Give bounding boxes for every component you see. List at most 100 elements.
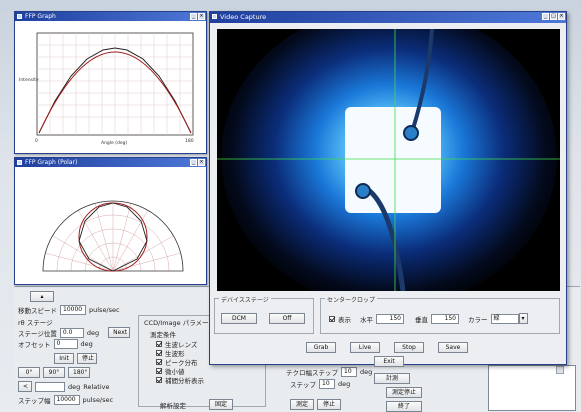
angle-90-button[interactable]: 90° — [43, 367, 65, 378]
horizontal-label: 水平 — [360, 315, 373, 324]
range-input[interactable]: 10 — [341, 367, 357, 377]
center-display-check[interactable] — [329, 315, 335, 322]
capture-controls: デバイスステージ DCM Off センタークロップ 表示 水平 150 垂直 1… — [210, 294, 566, 367]
stage-pos-label: ステージ位置 — [18, 329, 57, 338]
maximize-icon[interactable]: □ — [550, 13, 557, 20]
minimize-icon[interactable]: _ — [190, 13, 197, 20]
move-input[interactable] — [35, 381, 65, 392]
move-unit: deg — [68, 382, 81, 391]
measure-group-label: 測定条件 — [150, 331, 176, 339]
color-select[interactable]: 緑 — [490, 313, 519, 324]
center-crop-group: センタークロップ 表示 水平 150 垂直 150 カラー 緑 ▾ — [320, 295, 560, 334]
check-wave-label: 生波形 — [165, 350, 185, 358]
stage-pos-unit: deg — [86, 328, 100, 337]
speed-input[interactable]: 10000 — [60, 305, 86, 315]
step2-label: ステップ — [290, 381, 316, 389]
window-icon — [17, 160, 22, 165]
ccd-group-label: CCD/Image パラメータ — [144, 319, 216, 327]
ffp-grid — [37, 33, 193, 135]
check-wave[interactable] — [156, 350, 162, 356]
ffp-graph-window: FFP Graph _ × Intensity Angle (deg) 0 180 — [14, 11, 207, 154]
device-stage-label: デバイスステージ — [219, 295, 271, 304]
close-icon[interactable]: × — [198, 13, 205, 20]
side-button-2[interactable]: 測定停止 — [386, 387, 422, 398]
stop-button[interactable]: 停止 — [77, 353, 97, 364]
step2-unit: deg — [338, 380, 351, 388]
live-button[interactable]: Live — [350, 342, 380, 353]
move-hint: Relative — [83, 382, 110, 391]
window-icon — [17, 14, 22, 19]
main-title: Video Capture — [220, 13, 267, 21]
measure-button[interactable]: 測定 — [290, 399, 314, 410]
step2-input[interactable]: 10 — [319, 379, 335, 389]
polar-plot — [42, 200, 184, 272]
stop-capture-button[interactable]: Stop — [394, 342, 424, 353]
range-label: テクロ幅ステップ — [286, 369, 338, 377]
check-min-label: 微小値 — [165, 368, 185, 376]
close-icon[interactable]: × — [558, 13, 565, 20]
polar-title-bar[interactable]: FFP Graph (Polar) _ × — [15, 158, 206, 167]
vertical-input[interactable]: 150 — [431, 313, 459, 324]
log-listbox[interactable] — [488, 365, 576, 411]
offset-unit: deg — [80, 340, 93, 348]
offset-input[interactable]: 0 — [53, 339, 78, 349]
init-button[interactable]: Init — [54, 353, 74, 364]
ffp-curve-red — [38, 51, 192, 134]
check-lens-label: 生波レンズ — [165, 341, 198, 349]
probe-wire-left — [365, 186, 406, 291]
fix-button[interactable]: 固定 — [209, 399, 233, 410]
stage-pos-input[interactable]: 0.0 — [59, 327, 84, 338]
minimize-icon[interactable]: _ — [542, 13, 549, 20]
ffp-title: FFP Graph — [25, 13, 56, 20]
horizontal-input[interactable]: 150 — [376, 313, 404, 324]
check-peak[interactable] — [156, 359, 162, 365]
side-button-3[interactable]: 終了 — [386, 401, 422, 412]
ffp-plot: Intensity Angle (deg) 0 180 — [19, 32, 194, 146]
window-icon — [212, 14, 217, 19]
offset-label: オフセット — [18, 341, 51, 349]
center-display-label: 表示 — [338, 315, 351, 324]
chevron-down-icon[interactable]: ▾ — [518, 313, 528, 324]
ffp-xlabel: Angle (deg) — [101, 140, 127, 146]
ffp-curve-black — [38, 47, 192, 134]
collapse-button[interactable]: ▴ — [30, 291, 54, 302]
device-stage-group: デバイスステージ DCM Off — [214, 295, 314, 334]
close-icon[interactable]: × — [198, 159, 205, 166]
main-title-bar[interactable]: Video Capture _ □ × — [210, 12, 566, 23]
log-scrollbar[interactable] — [556, 366, 564, 374]
vertical-label: 垂直 — [415, 315, 428, 324]
side-button-1[interactable]: 計測 — [374, 373, 410, 384]
polar-curve-black — [78, 202, 148, 272]
off-button[interactable]: Off — [269, 313, 305, 324]
polar-grid — [42, 200, 184, 272]
ffp-ylabel: Intensity — [19, 77, 39, 83]
camera-view[interactable] — [217, 29, 560, 291]
step-input[interactable]: 10000 — [53, 395, 80, 405]
check-interp[interactable] — [156, 377, 162, 383]
center-crop-label: センタークロップ — [325, 295, 378, 304]
dcm-button[interactable]: DCM — [221, 313, 257, 324]
save-button[interactable]: Save — [438, 342, 468, 353]
stop2-button[interactable]: 停止 — [317, 399, 341, 410]
check-interp-label: 補間分析表示 — [165, 377, 204, 385]
move-left-button[interactable]: < — [18, 381, 32, 392]
minimize-icon[interactable]: _ — [190, 159, 197, 166]
angle-0-button[interactable]: 0° — [18, 367, 40, 378]
ffp-x-min: 0 — [35, 138, 38, 144]
next-button[interactable]: Next — [108, 327, 131, 338]
check-min[interactable] — [156, 368, 162, 374]
check-lens[interactable] — [156, 341, 162, 347]
probe-wire-right — [411, 29, 434, 130]
ffp-title-bar[interactable]: FFP Graph _ × — [15, 12, 206, 21]
polar-frame — [42, 200, 184, 272]
probe-bond-left — [355, 183, 371, 199]
video-capture-window: Video Capture _ □ × — [209, 11, 567, 367]
check-peak-label: ピーク分布 — [165, 359, 198, 367]
analysis-label: 解析設定 — [160, 401, 186, 410]
probe-bond-right — [403, 125, 419, 141]
angle-180-button[interactable]: 180° — [68, 367, 90, 378]
grab-button[interactable]: Grab — [306, 342, 336, 353]
stage-label: rθ ステージ — [18, 319, 53, 327]
ffp-polar-window: FFP Graph (Polar) _ × — [14, 157, 207, 285]
exit-button[interactable]: Exit — [374, 356, 404, 367]
